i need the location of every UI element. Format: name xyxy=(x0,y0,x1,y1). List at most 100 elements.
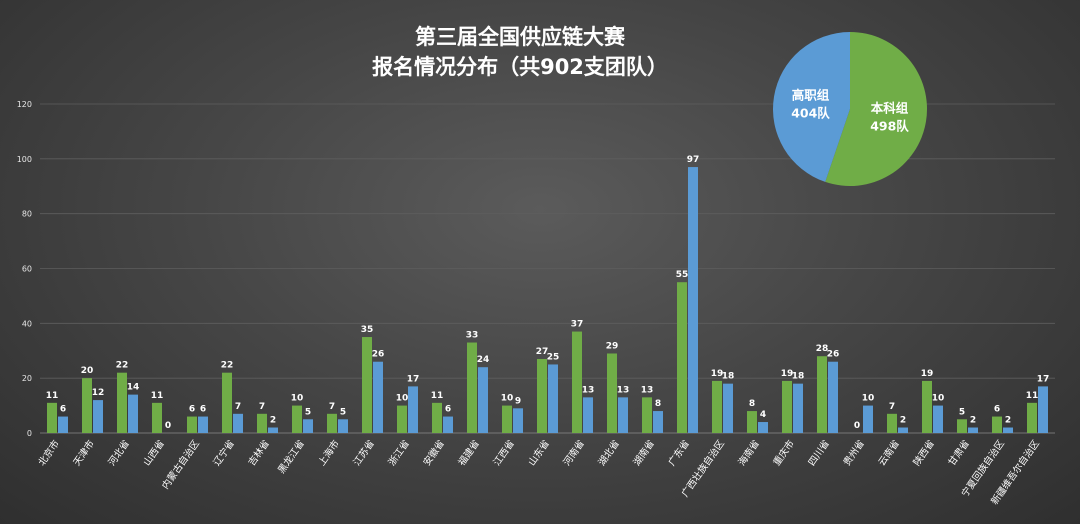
data-label: 35 xyxy=(361,325,374,335)
data-label: 19 xyxy=(781,369,794,379)
bar xyxy=(467,342,477,433)
bar xyxy=(303,419,313,433)
x-tick-label: 浙江省 xyxy=(386,438,412,468)
y-tick-label: 0 xyxy=(27,429,32,438)
data-label: 6 xyxy=(445,405,451,415)
data-label: 25 xyxy=(547,352,560,362)
bar xyxy=(432,402,442,433)
chart-title-line-1: 第三届全国供应链大赛 xyxy=(415,25,626,49)
x-tick-label: 辽宁省 xyxy=(211,438,237,468)
x-tick-label: 黑龙江省 xyxy=(275,438,307,476)
bar xyxy=(362,337,372,433)
pie-slice-label: 本科组 xyxy=(871,101,909,116)
data-label: 7 xyxy=(329,402,335,412)
data-label: 22 xyxy=(221,361,234,371)
bar xyxy=(338,419,348,433)
bar xyxy=(198,416,208,433)
bar xyxy=(723,383,733,433)
data-label: 37 xyxy=(571,320,584,330)
bar xyxy=(957,419,967,433)
data-label: 7 xyxy=(889,402,895,412)
data-label: 11 xyxy=(1026,391,1039,401)
bar xyxy=(1038,386,1048,433)
bar xyxy=(257,413,267,433)
data-label: 6 xyxy=(994,405,1000,415)
data-label: 27 xyxy=(536,347,549,357)
data-label: 7 xyxy=(235,402,241,412)
x-tick-label: 吉林省 xyxy=(246,438,272,468)
bar xyxy=(373,361,383,433)
x-tick-label: 北京市 xyxy=(36,437,62,468)
bar xyxy=(537,358,547,433)
bar xyxy=(47,402,57,433)
data-label: 55 xyxy=(676,270,689,280)
pie-slice xyxy=(772,31,850,182)
bar xyxy=(677,282,687,433)
data-label: 9 xyxy=(515,396,521,406)
bar xyxy=(572,331,582,433)
bar xyxy=(898,427,908,433)
bar xyxy=(642,397,652,433)
bar xyxy=(688,167,698,433)
bar xyxy=(583,397,593,433)
x-tick-label: 上海市 xyxy=(316,437,342,468)
bar xyxy=(887,413,897,433)
data-label: 5 xyxy=(340,407,346,417)
data-label: 26 xyxy=(827,350,840,360)
data-label: 10 xyxy=(932,394,945,404)
data-label: 17 xyxy=(407,374,420,384)
bar xyxy=(992,416,1002,433)
data-label: 2 xyxy=(1005,416,1011,426)
data-label: 26 xyxy=(372,350,385,360)
data-label: 17 xyxy=(1037,374,1050,384)
y-tick-label: 40 xyxy=(22,319,32,328)
data-label: 13 xyxy=(582,385,595,395)
bar xyxy=(618,397,628,433)
x-tick-label: 海南省 xyxy=(736,438,762,468)
x-tick-label: 湖北省 xyxy=(596,438,622,468)
bar xyxy=(968,427,978,433)
data-label: 11 xyxy=(151,391,164,401)
data-label: 6 xyxy=(60,405,66,415)
pie-chart: 本科组 498队 高职组 404队 xyxy=(772,31,927,186)
data-label: 2 xyxy=(900,416,906,426)
x-tick-label: 江苏省 xyxy=(351,438,377,468)
data-label: 10 xyxy=(291,394,304,404)
x-tick-label: 四川省 xyxy=(806,438,832,468)
bar xyxy=(128,394,138,433)
data-label: 18 xyxy=(722,372,735,382)
data-label: 5 xyxy=(959,407,965,417)
x-tick-label: 福建省 xyxy=(456,438,482,468)
bar xyxy=(712,380,722,433)
data-label: 10 xyxy=(501,394,514,404)
data-label: 97 xyxy=(687,155,700,165)
x-tick-label: 河北省 xyxy=(106,438,132,468)
y-tick-label: 100 xyxy=(17,155,32,164)
data-label: 8 xyxy=(749,399,755,409)
bar xyxy=(82,378,92,433)
data-label: 29 xyxy=(606,341,619,351)
bar xyxy=(292,405,302,433)
bar xyxy=(933,405,943,433)
data-label: 19 xyxy=(711,369,724,379)
data-label: 2 xyxy=(270,416,276,426)
data-label: 11 xyxy=(46,391,59,401)
x-tick-label: 山东省 xyxy=(526,438,552,468)
bar xyxy=(268,427,278,433)
bar xyxy=(233,413,243,433)
data-label: 20 xyxy=(81,366,94,376)
data-label: 8 xyxy=(655,399,661,409)
bar xyxy=(747,411,757,433)
data-label: 22 xyxy=(116,361,129,371)
y-axis-ticks: 0 20 40 60 80 100 120 xyxy=(17,100,32,438)
x-tick-label: 山西省 xyxy=(141,438,167,468)
pie-slice-value: 404队 xyxy=(791,105,830,120)
y-tick-label: 80 xyxy=(22,210,32,219)
bar xyxy=(922,380,932,433)
y-tick-label: 120 xyxy=(17,100,32,109)
x-tick-label: 天津市 xyxy=(71,437,97,468)
bar xyxy=(117,372,127,433)
data-label: 2 xyxy=(970,416,976,426)
data-label: 4 xyxy=(760,410,766,420)
bar xyxy=(443,416,453,433)
